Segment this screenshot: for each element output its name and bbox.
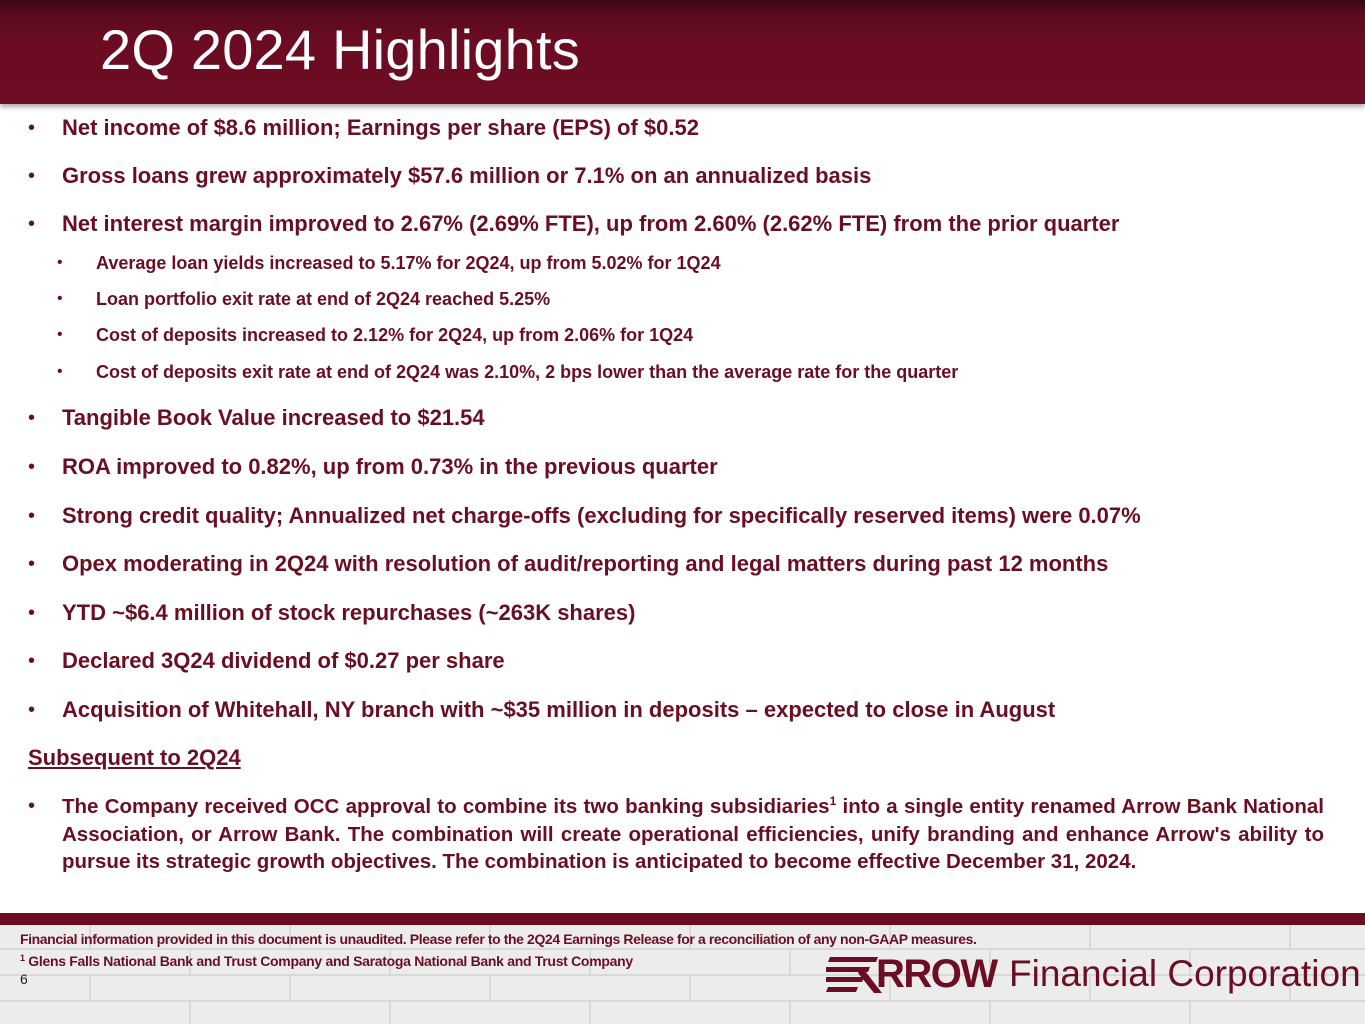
bullet-gross-loans: Gross loans grew approximately $57.6 mil… — [28, 163, 871, 189]
paragraph-text-start: The Company received OCC approval to com… — [62, 795, 830, 818]
paragraph-text-end: into a single entity renamed Arrow Bank … — [62, 795, 1324, 874]
subsequent-paragraph: The Company received OCC approval to com… — [62, 793, 1324, 876]
sub-bullet-loan-exit-rate: Loan portfolio exit rate at end of 2Q24 … — [57, 288, 550, 310]
bullet-stock-repurchases: YTD ~$6.4 million of stock repurchases (… — [28, 600, 635, 626]
subsequent-heading: Subsequent to 2Q24 — [28, 745, 241, 770]
bullet-net-interest-margin: Net interest margin improved to 2.67% (2… — [28, 211, 1119, 237]
sub-bullet-deposits-exit-rate: Cost of deposits exit rate at end of 2Q2… — [57, 361, 958, 383]
footer-band — [0, 913, 1365, 925]
arrow-logo-icon — [826, 957, 882, 993]
bullet-opex: Opex moderating in 2Q24 with resolution … — [28, 551, 1108, 577]
page-title: 2Q 2024 Highlights — [100, 18, 580, 81]
bullet-marker: • — [28, 795, 36, 817]
disclaimer-text: Financial information provided in this d… — [20, 931, 977, 947]
arrow-financial-logo: RROW Financial Corporation — [826, 952, 1361, 997]
bullet-acquisition: Acquisition of Whitehall, NY branch with… — [28, 697, 1055, 723]
footer: Financial information provided in this d… — [0, 913, 1365, 1024]
logo-brand-word: RROW — [876, 952, 998, 996]
footnote-reference: 1 — [829, 794, 837, 808]
logo-company-name: Financial Corporation — [1009, 953, 1361, 994]
brick-wall-background — [0, 925, 1365, 1024]
bullet-net-income: Net income of $8.6 million; Earnings per… — [28, 115, 699, 141]
footnote-text: 1 Glens Falls National Bank and Trust Co… — [20, 953, 633, 969]
sub-bullet-loan-yields: Average loan yields increased to 5.17% f… — [57, 252, 721, 274]
bullet-dividend: Declared 3Q24 dividend of $0.27 per shar… — [28, 648, 505, 674]
title-bar: 2Q 2024 Highlights — [0, 0, 1365, 104]
page-number: 6 — [20, 971, 28, 987]
bullet-tangible-book-value: Tangible Book Value increased to $21.54 — [28, 405, 485, 431]
bullet-roa: ROA improved to 0.82%, up from 0.73% in … — [28, 454, 718, 480]
footnote-body: Glens Falls National Bank and Trust Comp… — [24, 953, 633, 969]
footnote-number: 1 — [20, 953, 25, 963]
bullet-credit-quality: Strong credit quality; Annualized net ch… — [28, 503, 1141, 529]
sub-bullet-cost-of-deposits: Cost of deposits increased to 2.12% for … — [57, 324, 693, 346]
